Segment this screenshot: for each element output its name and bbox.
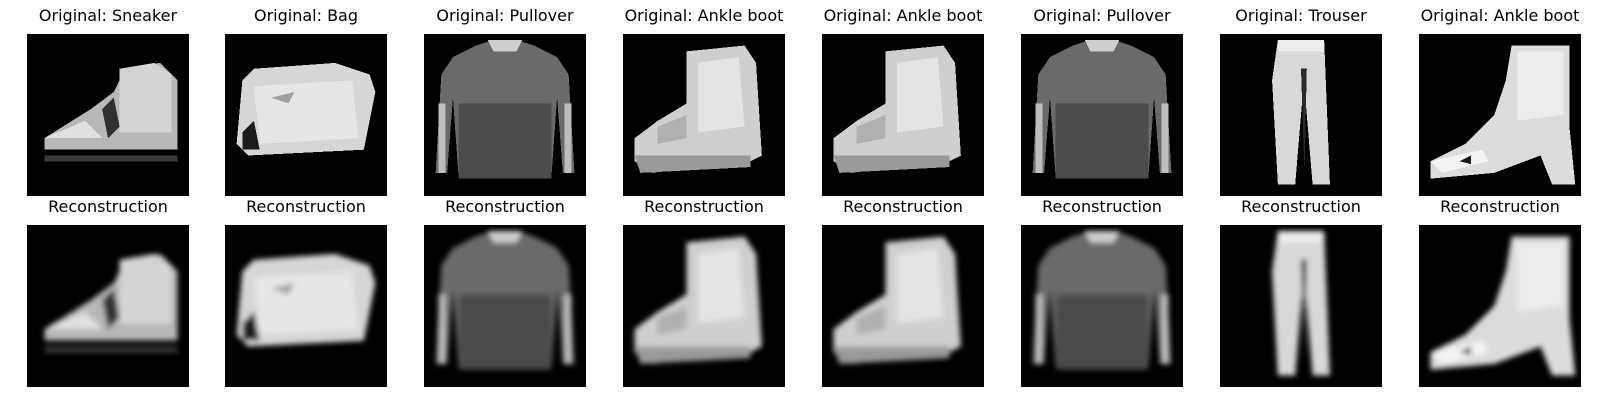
sneaker-icon xyxy=(27,225,189,387)
panel-title: Original: Ankle boot xyxy=(624,6,784,25)
panel-title: Original: Pullover xyxy=(436,6,574,25)
panel-title: Reconstruction xyxy=(1440,197,1560,216)
panel-title: Original: Ankle boot xyxy=(1420,6,1580,25)
pullover-icon xyxy=(424,225,586,387)
pullover-icon xyxy=(1021,34,1183,196)
panel-title: Original: Sneaker xyxy=(38,6,178,25)
panel-title: Original: Trouser xyxy=(1235,6,1367,25)
trouser-icon xyxy=(1220,34,1382,196)
sneaker-icon xyxy=(27,34,189,196)
bag-icon xyxy=(225,34,387,196)
pullover-icon xyxy=(424,34,586,196)
panel-title: Original: Pullover xyxy=(1033,6,1171,25)
panel-title: Reconstruction xyxy=(1241,197,1361,216)
heeled-boot-icon xyxy=(1419,34,1581,196)
bag-icon xyxy=(225,225,387,387)
panel-title: Reconstruction xyxy=(48,197,168,216)
panel-title: Reconstruction xyxy=(445,197,565,216)
panel-title: Reconstruction xyxy=(246,197,366,216)
panel-title: Original: Bag xyxy=(253,6,359,25)
heeled-boot-icon xyxy=(1419,225,1581,387)
panel-title: Original: Ankle boot xyxy=(823,6,983,25)
panel-title: Reconstruction xyxy=(644,197,764,216)
panel-title: Reconstruction xyxy=(843,197,963,216)
trouser-icon xyxy=(1220,225,1382,387)
ankle-boot-icon xyxy=(822,34,984,196)
ankle-boot-icon xyxy=(623,34,785,196)
ankle-boot-icon xyxy=(623,225,785,387)
pullover-icon xyxy=(1021,225,1183,387)
panel-title: Reconstruction xyxy=(1042,197,1162,216)
ankle-boot-icon xyxy=(822,225,984,387)
